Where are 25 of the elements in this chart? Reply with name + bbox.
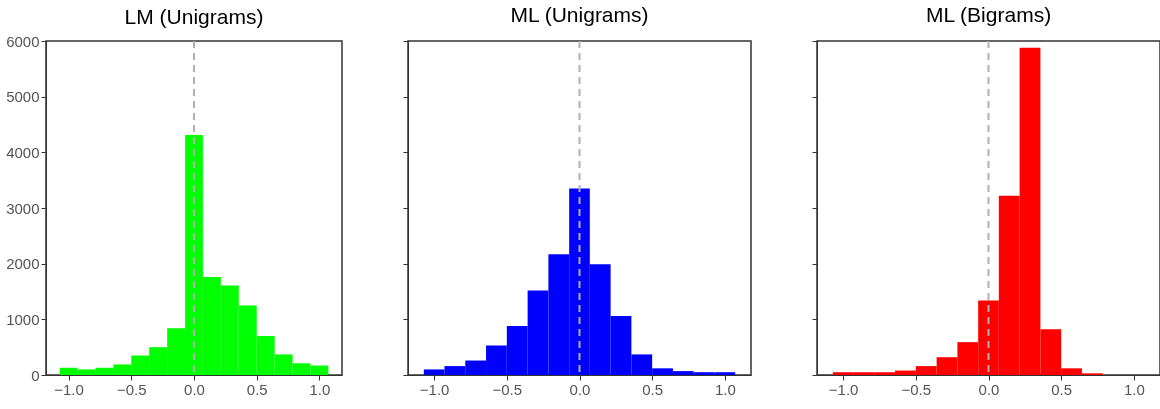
x-tick-label: 0.0	[569, 380, 591, 398]
chart-title: ML (Bigrams)	[925, 3, 1052, 26]
y-tick-label: 0	[31, 366, 40, 384]
y-tick-label: 5000	[6, 88, 40, 106]
x-tick-label: 0.5	[246, 380, 268, 398]
x-tick-label: 1.0	[1123, 380, 1145, 398]
x-tick-label: 1.0	[309, 380, 331, 398]
x-tick-label: −1.0	[419, 380, 450, 398]
x-tick-label: 0.5	[642, 380, 664, 398]
y-tick-label: 6000	[6, 32, 40, 50]
x-tick-label: −0.5	[492, 380, 523, 398]
x-tick-label: 0.0	[184, 380, 205, 398]
y-tick-label: 1000	[6, 310, 40, 328]
chart-title: LM (Unigrams)	[124, 5, 264, 28]
chart-title: ML (Unigrams)	[510, 3, 649, 26]
y-tick-label: 3000	[6, 199, 40, 217]
x-tick-label: 1.0	[714, 380, 736, 398]
x-tick-label: −0.5	[901, 380, 932, 398]
x-tick-label: −0.5	[116, 380, 147, 398]
y-tick-label: 4000	[6, 143, 40, 161]
y-tick-label: 2000	[6, 255, 40, 273]
x-tick-label: 0.5	[1051, 380, 1073, 398]
x-tick-label: −1.0	[54, 380, 84, 398]
x-tick-label: −1.0	[828, 380, 859, 398]
x-tick-label: 0.0	[978, 380, 1000, 398]
